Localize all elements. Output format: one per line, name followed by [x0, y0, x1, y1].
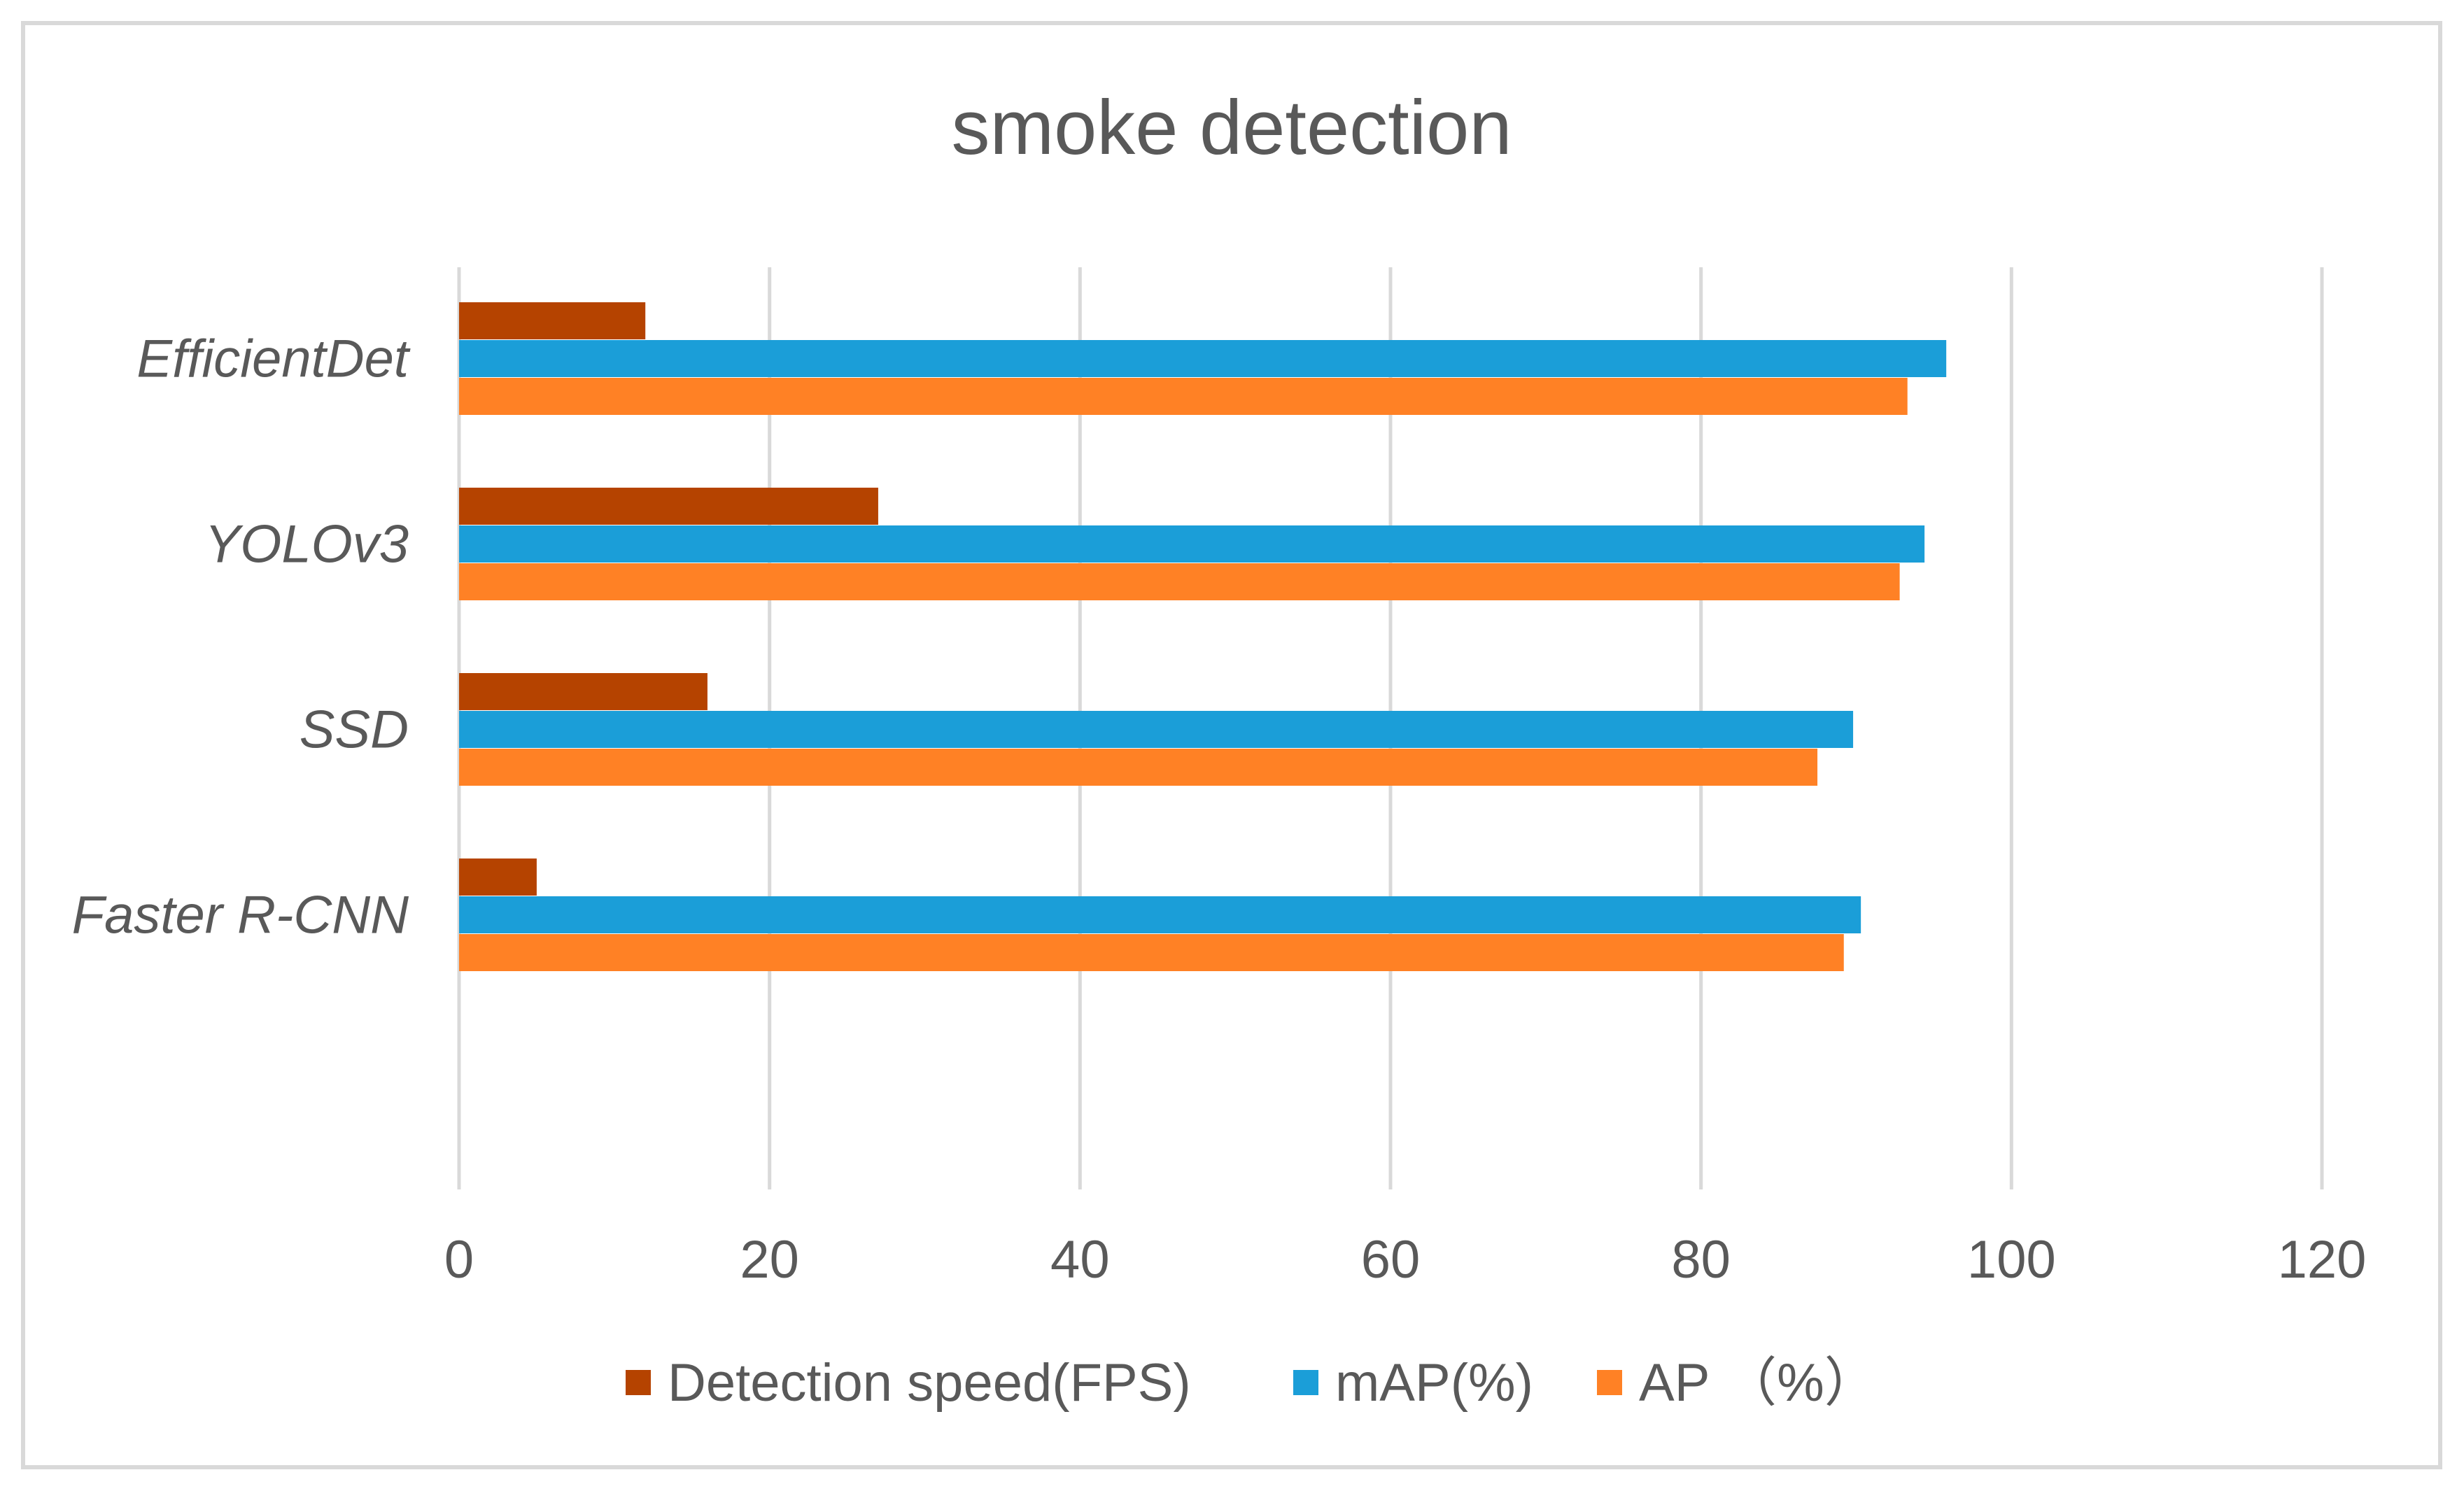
category-label: EfficientDet: [136, 330, 410, 389]
bar-faster-r-cnn-series-2: [459, 934, 1844, 971]
bar-efficientdet-series-0: [459, 302, 646, 339]
bar-faster-r-cnn-series-1: [459, 896, 1861, 933]
x-tick-label: 60: [1361, 1230, 1421, 1289]
bar-faster-r-cnn-series-0: [459, 858, 537, 896]
bar-yolov3-series-0: [459, 488, 878, 525]
bars: [459, 302, 1947, 971]
category-label: YOLOv3: [205, 515, 409, 574]
bar-efficientdet-series-2: [459, 378, 1908, 415]
chart-title: smoke detection: [952, 85, 1512, 171]
bar-efficientdet-series-1: [459, 340, 1947, 377]
bar-ssd-series-0: [459, 673, 707, 710]
legend-swatch: [1597, 1370, 1622, 1395]
legend: Detection speed(FPS) mAP(%) AP （%）: [626, 1353, 1878, 1413]
legend-swatch: [626, 1370, 651, 1395]
x-tick-label: 40: [1050, 1230, 1110, 1289]
bar-yolov3-series-2: [459, 563, 1900, 600]
bar-ssd-series-2: [459, 749, 1818, 786]
x-tick-labels: 0 20 40 60 80 100 120: [444, 1230, 2367, 1289]
legend-label: mAP(%): [1335, 1353, 1533, 1413]
bar-yolov3-series-1: [459, 525, 1925, 563]
legend-label: Detection speed(FPS): [668, 1353, 1191, 1413]
legend-label: AP （%）: [1639, 1353, 1878, 1413]
x-tick-label: 100: [1967, 1230, 2056, 1289]
x-tick-label: 80: [1671, 1230, 1731, 1289]
x-tick-label: 120: [2278, 1230, 2367, 1289]
category-label: SSD: [300, 700, 409, 760]
category-label: Faster R-CNN: [72, 886, 409, 945]
x-tick-label: 0: [444, 1230, 474, 1289]
x-tick-label: 20: [740, 1230, 799, 1289]
legend-swatch: [1293, 1370, 1318, 1395]
category-labels: EfficientDet YOLOv3 SSD Faster R-CNN: [72, 330, 411, 945]
bar-ssd-series-1: [459, 711, 1854, 748]
